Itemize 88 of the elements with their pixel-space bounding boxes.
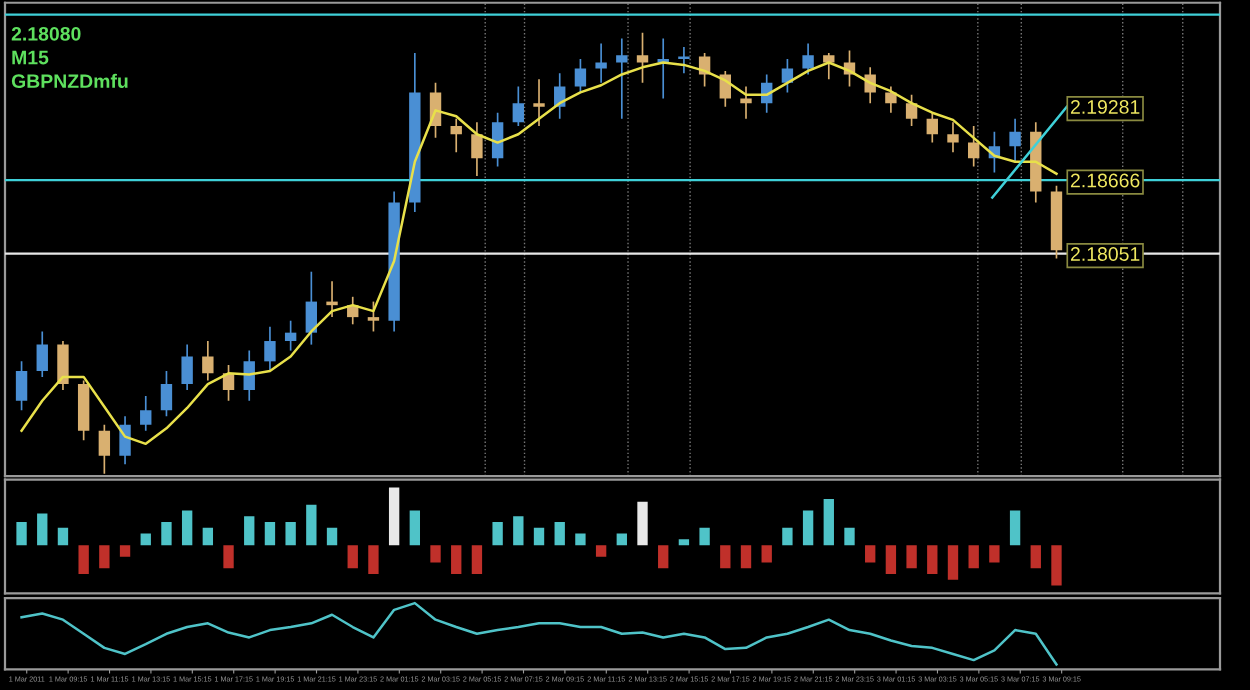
bar: [658, 545, 669, 569]
candlestick: [471, 121, 483, 177]
candlestick: [119, 415, 131, 465]
bar: [865, 545, 876, 563]
bar: [927, 545, 938, 574]
bar: [119, 545, 131, 557]
bar: [347, 545, 358, 569]
bar: [575, 533, 586, 546]
bar: [161, 522, 172, 546]
y-tick-label: 2.18051: [1070, 247, 1140, 261]
candlestick: [740, 85, 752, 120]
bar: [223, 545, 234, 569]
bar: [451, 545, 462, 574]
bar: [1009, 510, 1021, 546]
candlestick: [802, 42, 814, 76]
candlestick: [616, 37, 628, 120]
bar: [554, 522, 565, 546]
bar: [492, 522, 503, 546]
candlestick: [36, 330, 48, 378]
bar: [202, 527, 214, 546]
candlestick: [947, 121, 959, 154]
candlestick: [98, 423, 111, 475]
bar: [947, 545, 959, 580]
bar: [637, 501, 648, 546]
bar: [37, 513, 48, 546]
candlestick: [367, 300, 380, 333]
candlestick: [636, 31, 649, 84]
bar: [326, 527, 338, 546]
bar: [533, 527, 545, 546]
candlestick: [823, 52, 835, 81]
bar: [140, 533, 151, 546]
bar: [57, 527, 69, 546]
candlestick: [15, 360, 28, 412]
bar: [16, 522, 27, 546]
bar: [802, 510, 814, 546]
candlestick: [533, 78, 545, 127]
candlestick: [140, 395, 152, 432]
bar: [678, 539, 690, 546]
candlestick: [595, 42, 607, 84]
candlestick: [57, 340, 69, 391]
bar: [285, 522, 296, 546]
bar: [844, 527, 855, 546]
bar: [388, 487, 400, 546]
bar: [823, 498, 834, 546]
bar: [1030, 545, 1041, 569]
bar: [968, 545, 979, 569]
candlestick: [512, 85, 525, 127]
bar: [99, 545, 110, 569]
annotation: 2.18080: [11, 26, 81, 41]
candlestick: [905, 93, 918, 127]
candlestick: [305, 270, 318, 346]
bar: [306, 504, 317, 546]
candlestick: [968, 125, 980, 168]
bar: [1051, 545, 1062, 586]
bar: [513, 516, 524, 546]
candlestick: [926, 111, 938, 144]
candlestick: [77, 379, 90, 442]
bar: [368, 545, 379, 574]
bar: [782, 527, 793, 546]
annotation: M15: [12, 50, 49, 65]
bar: [409, 510, 420, 546]
bar: [761, 545, 772, 563]
bar: [989, 545, 1000, 563]
candlestick: [264, 325, 276, 372]
candlestick: [450, 117, 462, 154]
candlestick: [885, 85, 897, 114]
annotation: GBPNZDmfu: [11, 73, 128, 89]
bar: [430, 545, 441, 563]
y-tick-label: 2.18666: [1070, 173, 1140, 188]
bar: [264, 522, 276, 546]
bar: [244, 516, 255, 546]
bar: [78, 545, 89, 574]
bar: [595, 545, 607, 557]
bar: [181, 510, 193, 546]
bar: [906, 545, 917, 569]
y-tick-label: 2.19281: [1070, 100, 1140, 114]
bar: [740, 545, 752, 569]
candlestick: [202, 340, 214, 382]
candlestick: [574, 58, 587, 94]
bar: [699, 527, 710, 546]
candlestick: [1009, 117, 1021, 163]
candlestick: [284, 319, 297, 352]
candlestick: [181, 343, 193, 391]
candlestick: [160, 370, 173, 418]
bar: [616, 533, 627, 546]
bar: [471, 545, 483, 574]
bar: [720, 545, 731, 569]
bar: [885, 545, 897, 574]
